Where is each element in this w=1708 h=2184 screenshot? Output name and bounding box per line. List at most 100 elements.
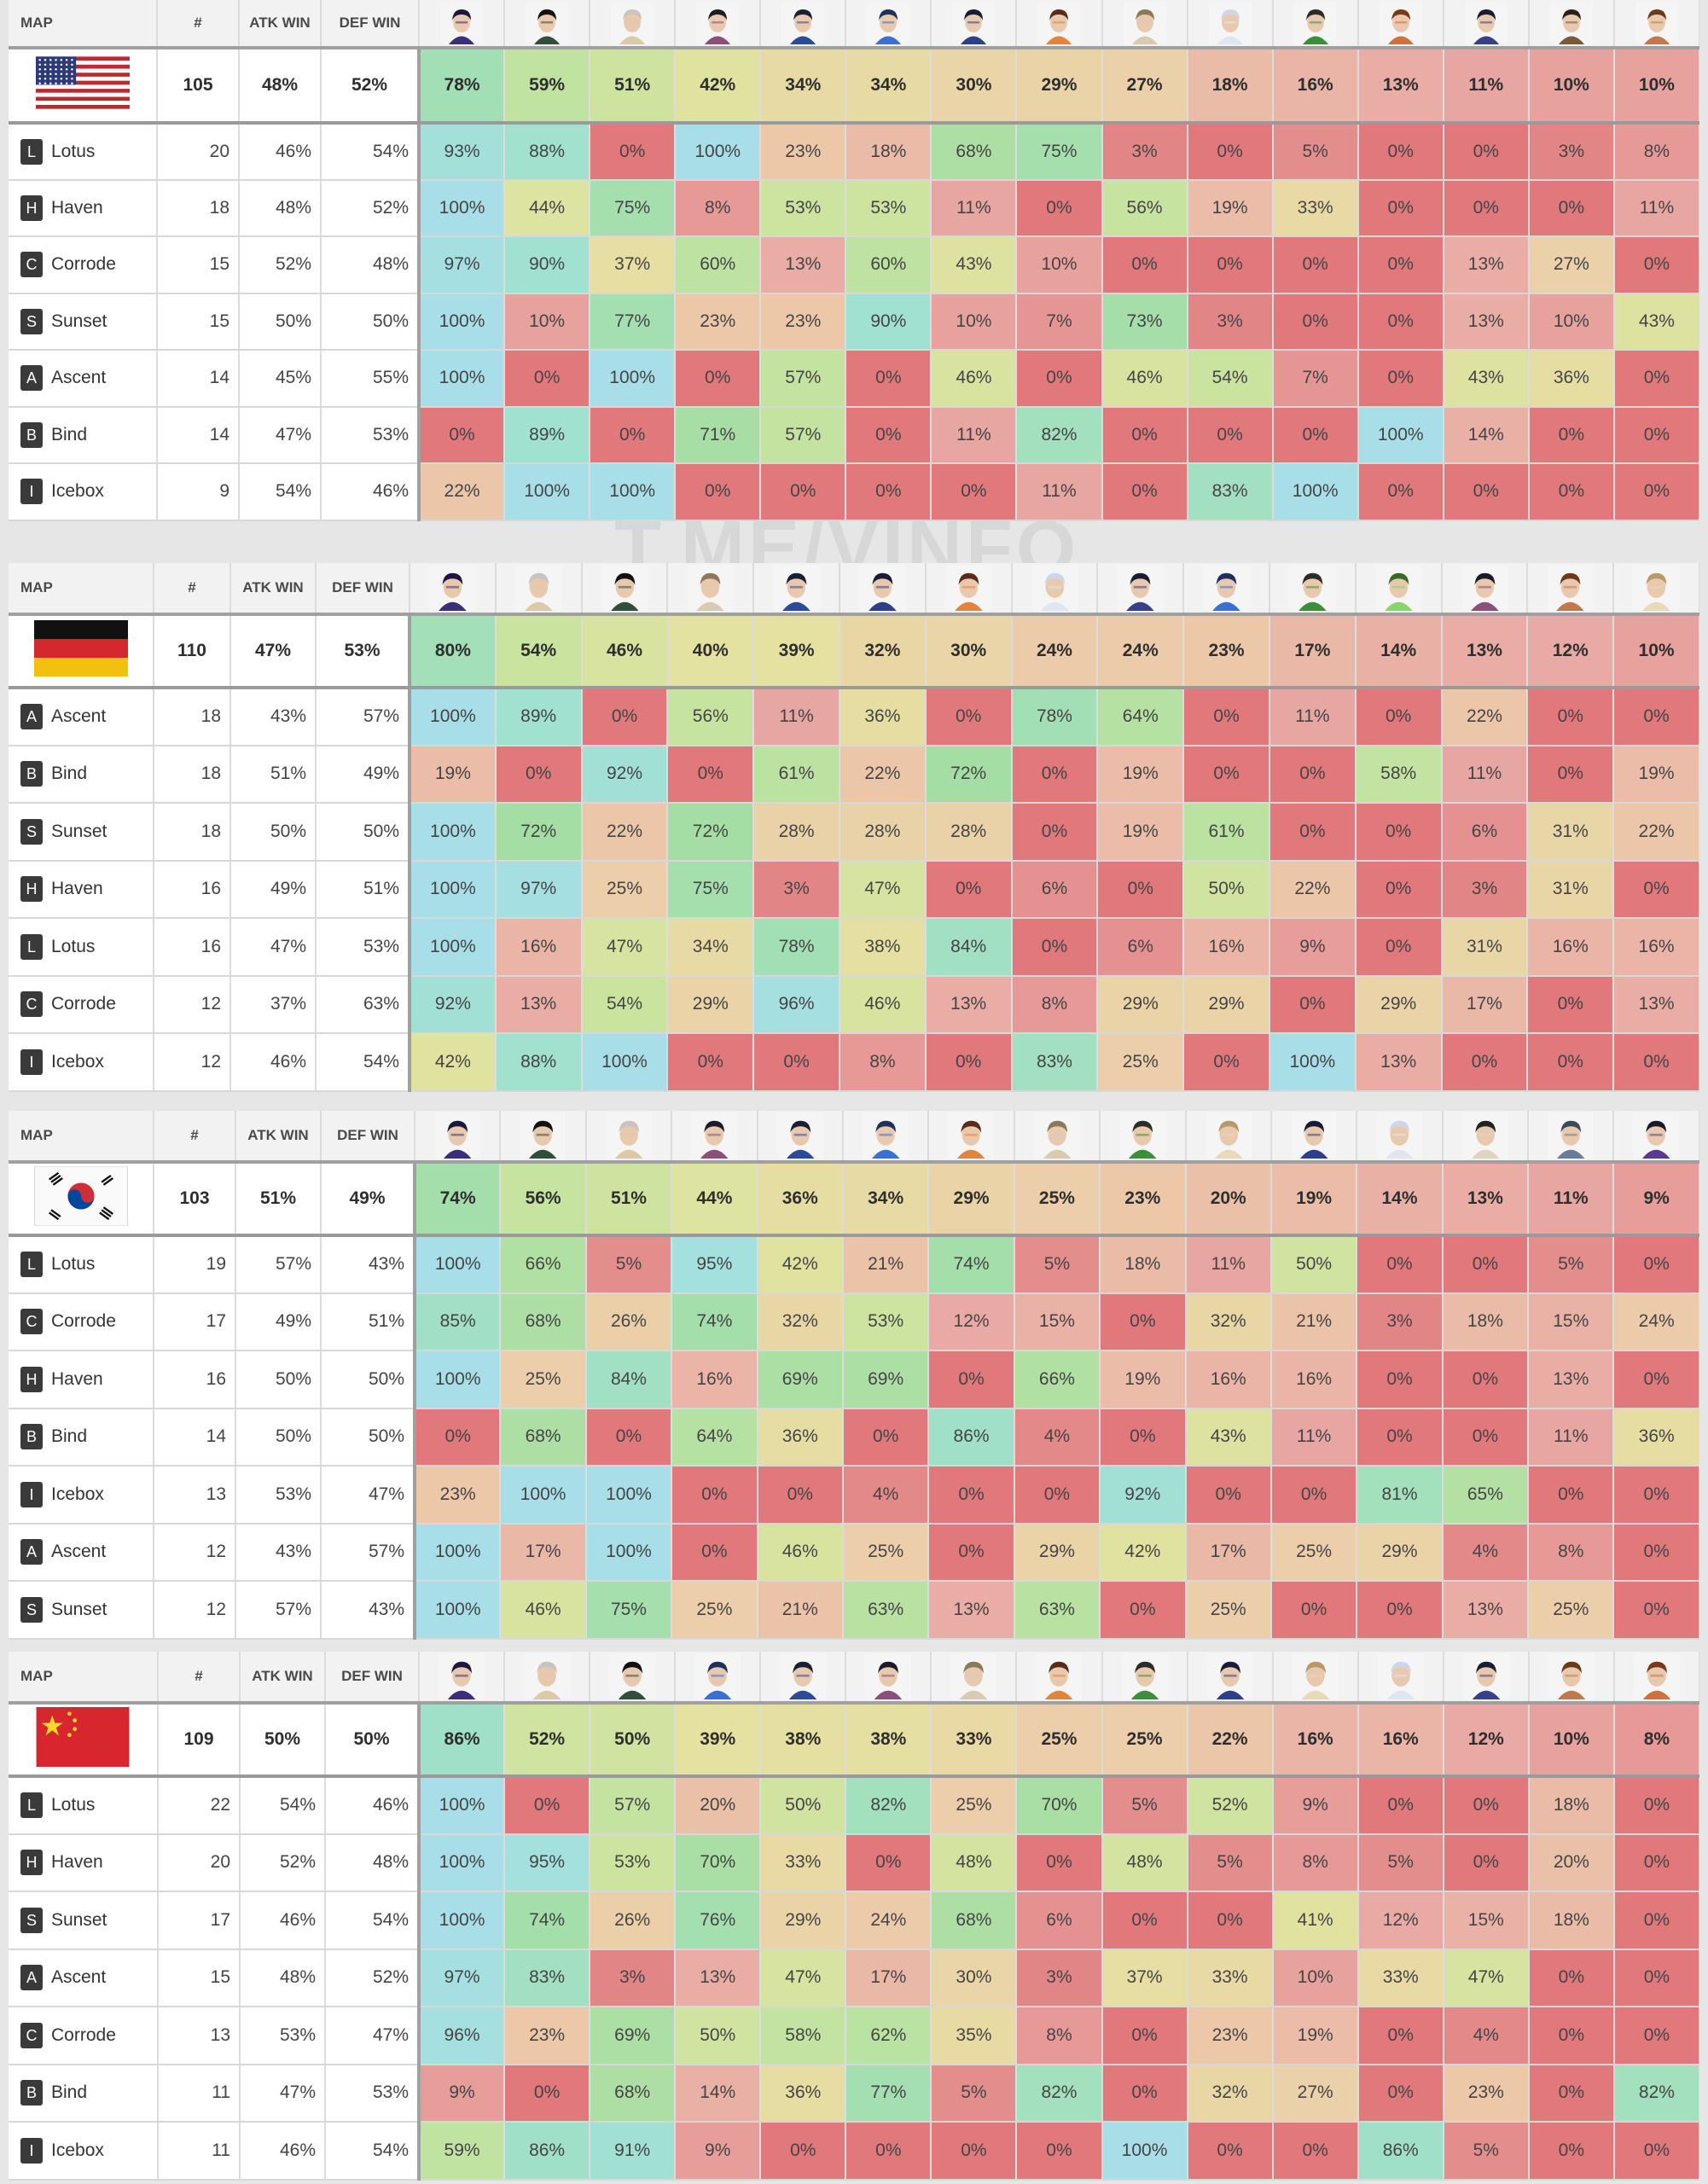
map-cell[interactable]: C Corrode xyxy=(9,975,154,1034)
map-cell[interactable]: I Icebox xyxy=(9,1033,154,1092)
agent-column-header[interactable] xyxy=(1183,563,1270,616)
map-row[interactable]: I Icebox 9 54% 46% 22% 100% 100% 0% 0% 0% 0% 11% 0… xyxy=(9,463,1699,521)
map-row[interactable]: L Lotus 19 57% 43% 100% 66% 5% 95% 42% 21% 74% 5%… xyxy=(9,1235,1699,1294)
map-row[interactable]: S Sunset 18 50% 50% 100% 72% 22% 72% 28% 28% 28%… xyxy=(9,803,1699,862)
map-cell[interactable]: H Haven xyxy=(9,1350,154,1409)
agent-column-header[interactable] xyxy=(415,1111,502,1164)
agent-column-header[interactable] xyxy=(590,1652,677,1705)
agent-column-header[interactable] xyxy=(839,563,927,616)
agent-column-header[interactable] xyxy=(1101,1652,1188,1705)
agent-column-header[interactable] xyxy=(1011,563,1099,616)
header-def-win[interactable]: DEF WIN xyxy=(321,0,420,49)
agent-column-header[interactable] xyxy=(504,0,591,49)
agent-column-header[interactable] xyxy=(1355,563,1443,616)
agent-column-header[interactable] xyxy=(675,1652,762,1705)
agent-column-header[interactable] xyxy=(419,1652,506,1705)
map-cell[interactable]: S Sunset xyxy=(9,293,158,351)
header-map[interactable]: MAP xyxy=(9,0,158,49)
map-cell[interactable]: S Sunset xyxy=(9,1891,159,1950)
map-cell[interactable]: H Haven xyxy=(9,1833,159,1892)
map-row[interactable]: L Lotus 16 47% 53% 100% 16% 47% 34% 78% 38% 84% 0… xyxy=(9,918,1699,977)
agent-column-header[interactable] xyxy=(590,0,677,49)
agent-column-header[interactable] xyxy=(925,563,1013,616)
agent-column-header[interactable] xyxy=(760,1652,847,1705)
map-cell[interactable]: B Bind xyxy=(9,1408,154,1467)
map-cell[interactable]: A Ascent xyxy=(9,688,154,746)
header-def-win[interactable]: DEF WIN xyxy=(316,563,410,616)
map-cell[interactable]: A Ascent xyxy=(9,1949,159,2007)
header-count[interactable]: # xyxy=(154,563,231,616)
map-row[interactable]: A Ascent 18 43% 57% 100% 89% 0% 56% 11% 36% 0% 78… xyxy=(9,688,1699,746)
map-cell[interactable]: I Icebox xyxy=(9,1466,154,1525)
header-count[interactable]: # xyxy=(157,0,240,49)
map-cell[interactable]: B Bind xyxy=(9,2064,159,2123)
header-def-win[interactable]: DEF WIN xyxy=(325,1652,420,1705)
map-row[interactable]: B Bind 14 47% 53% 0% 89% 0% 71% 57% 0% 11% 82% 0% 0… xyxy=(9,406,1699,464)
agent-column-header[interactable] xyxy=(1528,1111,1615,1164)
agent-column-header[interactable] xyxy=(1443,0,1530,49)
agent-column-header[interactable] xyxy=(1097,563,1185,616)
agent-column-header[interactable] xyxy=(931,0,1018,49)
map-cell[interactable]: A Ascent xyxy=(9,1523,154,1582)
map-row[interactable]: A Ascent 12 43% 57% 100% 17% 100% 0% 46% 25% 0% 2… xyxy=(9,1523,1699,1582)
agent-column-header[interactable] xyxy=(1613,1111,1699,1164)
map-row[interactable]: L Lotus 20 46% 54% 93% 88% 0% 100% 23% 18% 68% 75… xyxy=(9,123,1699,181)
map-cell[interactable]: B Bind xyxy=(9,406,158,464)
map-row[interactable]: C Corrode 12 37% 63% 92% 13% 54% 29% 96% 46% 13%… xyxy=(9,975,1699,1034)
map-cell[interactable]: C Corrode xyxy=(9,2007,159,2065)
agent-column-header[interactable] xyxy=(504,1652,591,1705)
header-map[interactable]: MAP xyxy=(9,1111,154,1164)
map-row[interactable]: B Bind 11 47% 53% 9% 0% 68% 14% 36% 77% 5% 82% 0% 3… xyxy=(9,2064,1699,2123)
agent-column-header[interactable] xyxy=(845,0,932,49)
agent-column-header[interactable] xyxy=(1272,0,1359,49)
agent-column-header[interactable] xyxy=(1528,0,1615,49)
map-row[interactable]: A Ascent 15 48% 52% 97% 83% 3% 13% 47% 17% 30% 3%… xyxy=(9,1949,1699,2007)
header-def-win[interactable]: DEF WIN xyxy=(321,1111,415,1164)
agent-column-header[interactable] xyxy=(845,1652,932,1705)
agent-column-header[interactable] xyxy=(1187,1652,1274,1705)
map-cell[interactable]: I Icebox xyxy=(9,2122,159,2181)
agent-column-header[interactable] xyxy=(1443,1652,1530,1705)
agent-column-header[interactable] xyxy=(585,1111,673,1164)
agent-column-header[interactable] xyxy=(1528,1652,1615,1705)
agent-column-header[interactable] xyxy=(757,1111,844,1164)
agent-column-header[interactable] xyxy=(1442,1111,1530,1164)
map-row[interactable]: B Bind 18 51% 49% 19% 0% 92% 0% 61% 22% 72% 0% 19%… xyxy=(9,745,1699,804)
agent-column-header[interactable] xyxy=(500,1111,587,1164)
agent-column-header[interactable] xyxy=(667,563,755,616)
header-count[interactable]: # xyxy=(158,1652,241,1705)
map-cell[interactable]: H Haven xyxy=(9,179,158,237)
map-cell[interactable]: L Lotus xyxy=(9,1235,154,1294)
agent-column-header[interactable] xyxy=(1441,563,1529,616)
map-row[interactable]: S Sunset 12 57% 43% 100% 46% 75% 25% 21% 63% 13%… xyxy=(9,1581,1699,1640)
map-row[interactable]: H Haven 20 52% 48% 100% 95% 53% 70% 33% 0% 48% 0%… xyxy=(9,1833,1699,1892)
agent-column-header[interactable] xyxy=(1185,1111,1272,1164)
agent-column-header[interactable] xyxy=(753,563,840,616)
agent-column-header[interactable] xyxy=(1014,1111,1101,1164)
agent-column-header[interactable] xyxy=(842,1111,930,1164)
agent-column-header[interactable] xyxy=(1016,0,1103,49)
map-row[interactable]: L Lotus 22 54% 46% 100% 0% 57% 20% 50% 82% 25% 70… xyxy=(9,1776,1699,1835)
agent-column-header[interactable] xyxy=(1613,1652,1699,1705)
map-cell[interactable]: S Sunset xyxy=(9,1581,154,1640)
agent-column-header[interactable] xyxy=(1101,0,1188,49)
agent-column-header[interactable] xyxy=(1527,563,1615,616)
map-row[interactable]: H Haven 16 50% 50% 100% 25% 84% 16% 69% 69% 0% 66… xyxy=(9,1350,1699,1409)
map-row[interactable]: I Icebox 13 53% 47% 23% 100% 100% 0% 0% 4% 0% 0% 9… xyxy=(9,1466,1699,1525)
agent-column-header[interactable] xyxy=(419,0,506,49)
header-count[interactable]: # xyxy=(154,1111,236,1164)
map-cell[interactable]: L Lotus xyxy=(9,123,158,181)
map-cell[interactable]: L Lotus xyxy=(9,1776,159,1835)
agent-column-header[interactable] xyxy=(928,1111,1015,1164)
map-row[interactable]: S Sunset 17 46% 54% 100% 74% 26% 76% 29% 24% 68%… xyxy=(9,1891,1699,1950)
header-atk-win[interactable]: ATK WIN xyxy=(240,1652,326,1705)
map-row[interactable]: I Icebox 11 46% 54% 59% 86% 91% 9% 0% 0% 0% 0% 100… xyxy=(9,2122,1699,2181)
map-row[interactable]: S Sunset 15 50% 50% 100% 10% 77% 23% 23% 90% 10%… xyxy=(9,293,1699,351)
header-map[interactable]: MAP xyxy=(9,1652,159,1705)
map-row[interactable]: C Corrode 17 49% 51% 85% 68% 26% 74% 32% 53% 12%… xyxy=(9,1292,1699,1351)
map-cell[interactable]: A Ascent xyxy=(9,350,158,408)
map-row[interactable]: A Ascent 14 45% 55% 100% 0% 100% 0% 57% 0% 46% 0%… xyxy=(9,350,1699,408)
map-cell[interactable]: B Bind xyxy=(9,745,154,804)
map-row[interactable]: I Icebox 12 46% 54% 42% 88% 100% 0% 0% 8% 0% 83% 2… xyxy=(9,1033,1699,1092)
agent-column-header[interactable] xyxy=(675,0,762,49)
